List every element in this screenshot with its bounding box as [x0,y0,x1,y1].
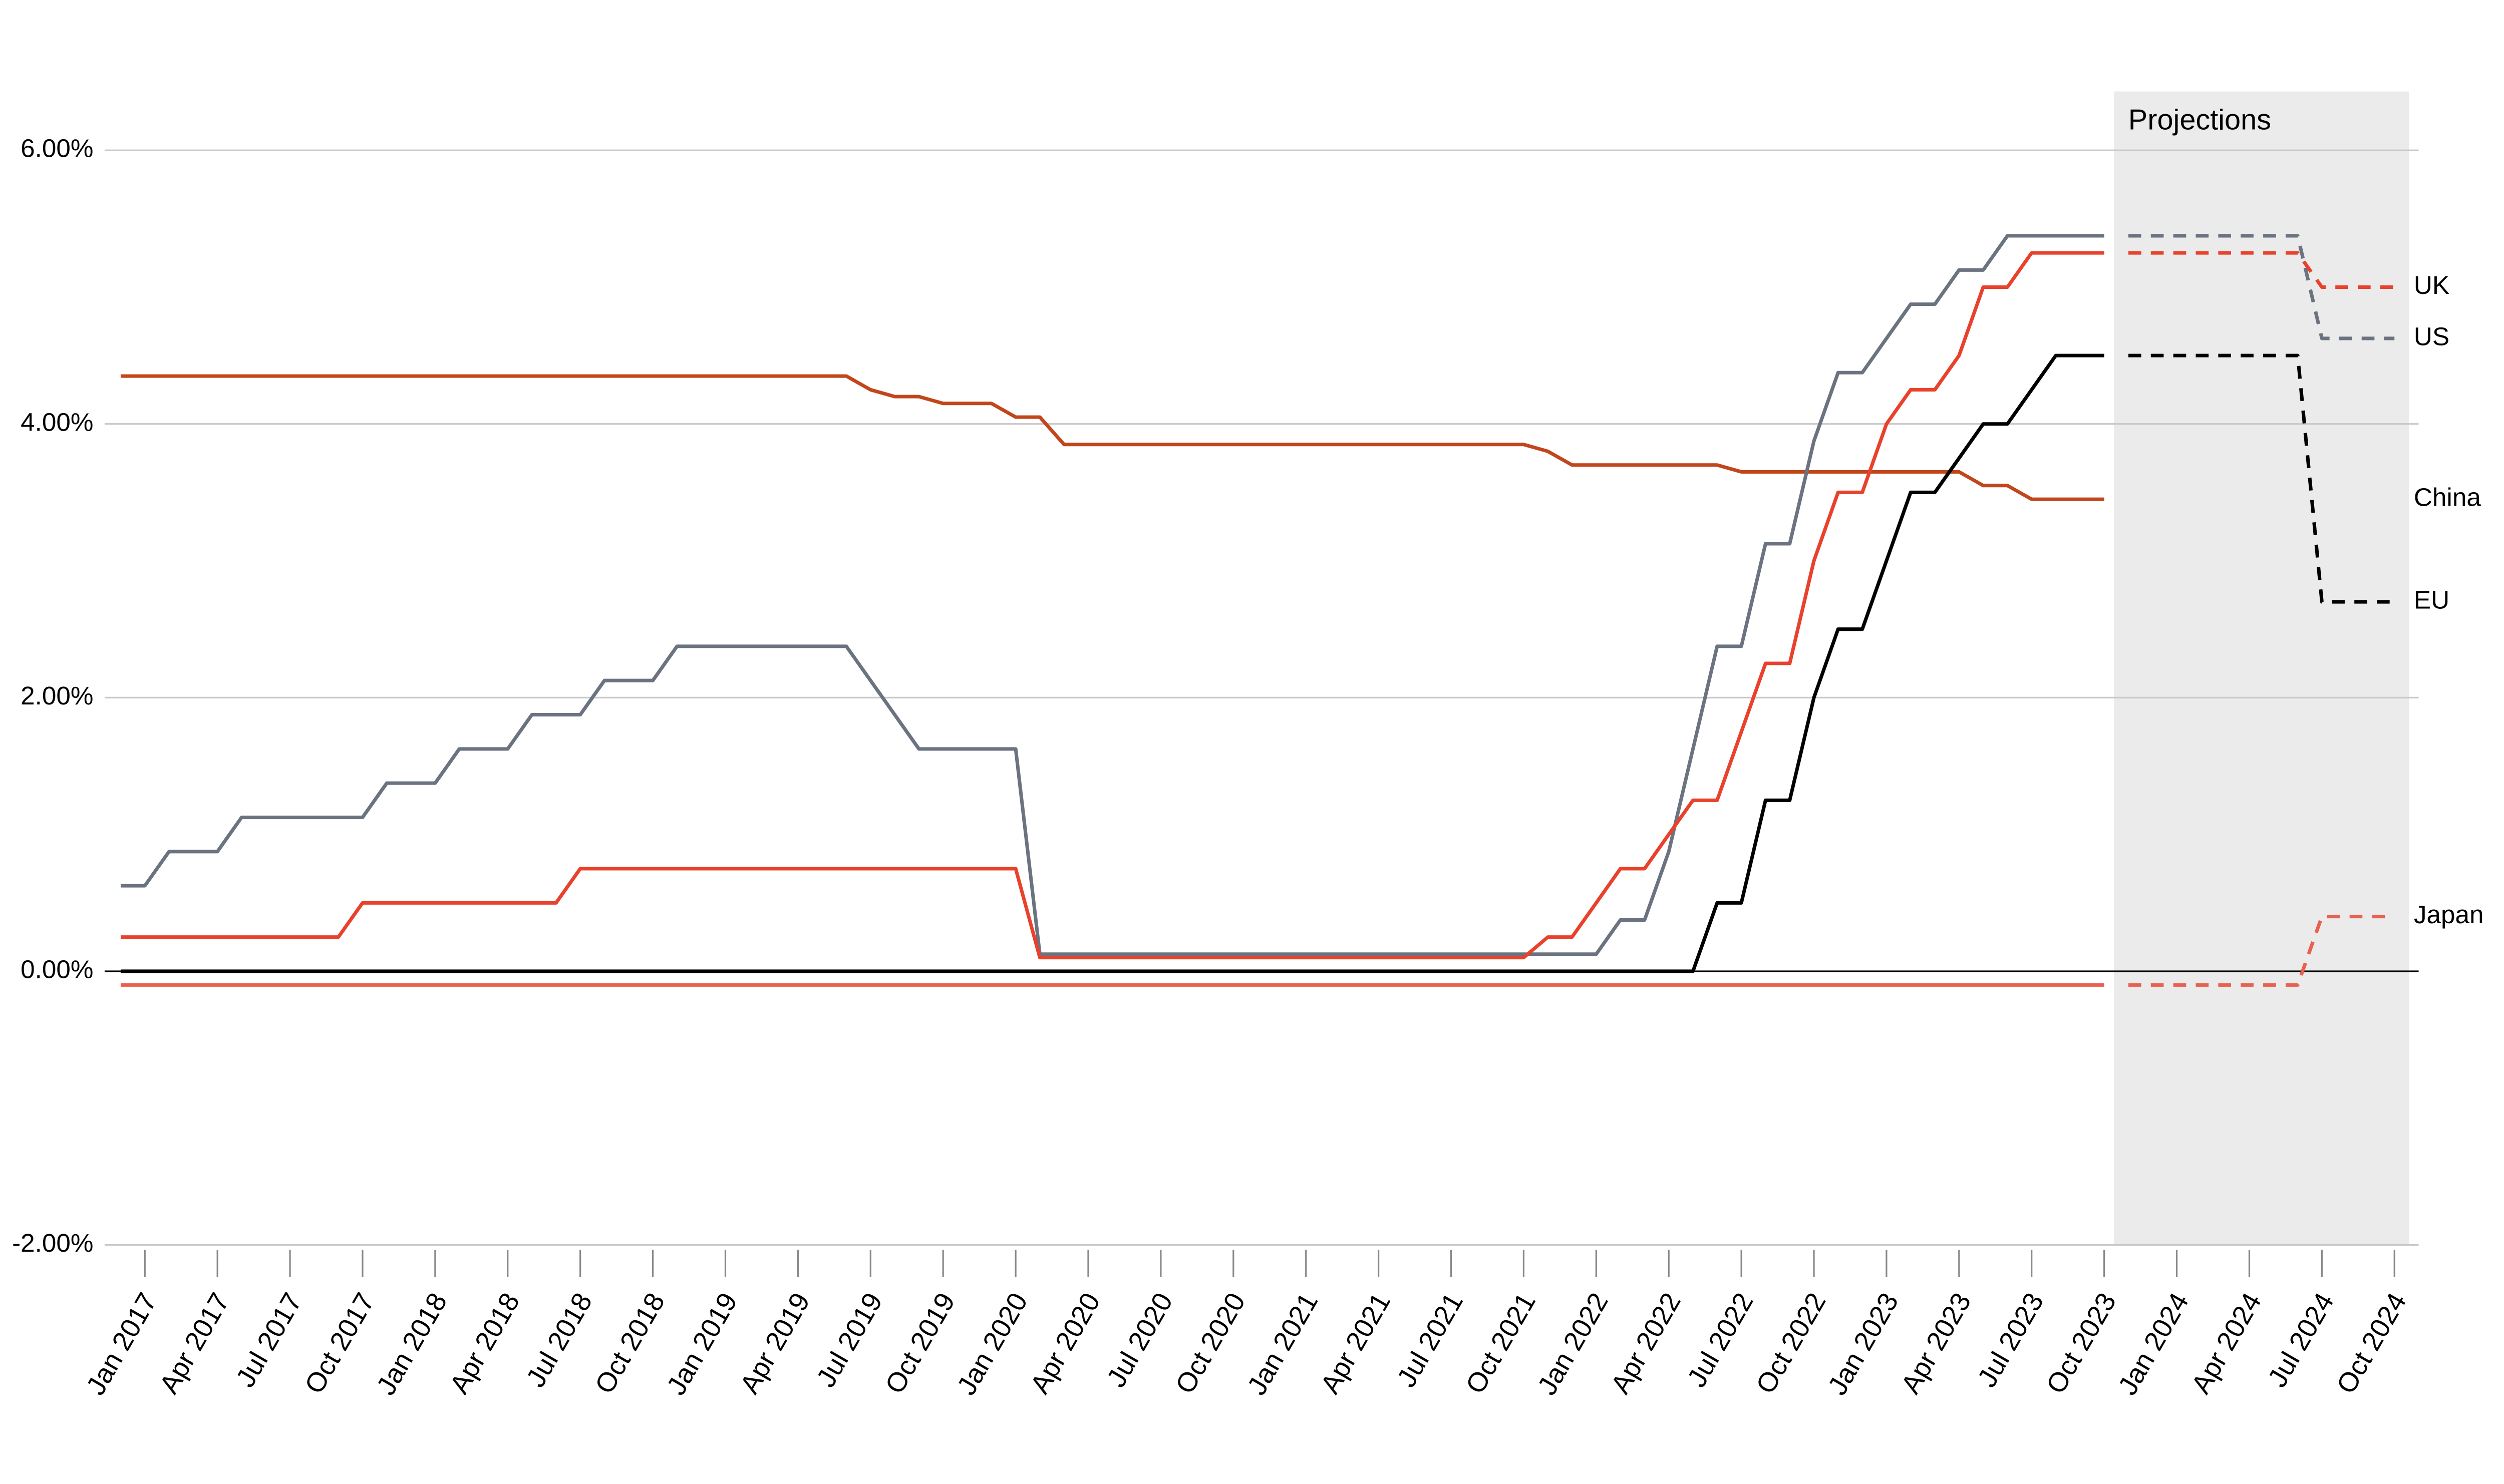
x-tick-label: Jul 2023 [1972,1288,2050,1392]
series-label: Japan [2414,900,2484,929]
series-label: UK [2414,271,2449,299]
x-tick-label: Jul 2024 [2262,1288,2340,1392]
y-tick-label: 6.00% [21,134,93,163]
projection-line [2128,915,2395,987]
x-tick-label: Oct 2020 [1169,1288,1251,1399]
x-tick-label: Jan 2017 [80,1288,163,1400]
x-tick-label: Oct 2023 [2040,1288,2122,1399]
x-tick-label: Jan 2022 [1531,1288,1614,1400]
series-label: EU [2414,586,2449,614]
x-tick-label: Jan 2021 [1241,1288,1324,1400]
x-tick-label: Jul 2019 [810,1288,888,1392]
x-tick-label: Jul 2021 [1391,1288,1469,1392]
x-tick-label: Jul 2017 [230,1288,308,1392]
x-tick-label: Jan 2023 [1822,1288,1905,1400]
y-tick-label: 4.00% [21,408,93,436]
x-tick-label: Jan 2020 [951,1288,1034,1400]
x-tick-label: Apr 2024 [2185,1288,2267,1399]
projection-shade [2113,91,2409,1245]
x-tick-label: Jan 2019 [661,1288,743,1400]
x-tick-label: Apr 2017 [153,1288,235,1399]
x-tick-label: Apr 2023 [1895,1288,1977,1399]
series-line [120,234,2104,956]
x-tick-label: Apr 2019 [734,1288,816,1399]
x-tick-label: Oct 2017 [298,1288,380,1399]
y-tick-label: -2.00% [12,1229,93,1257]
x-tick-label: Jul 2018 [520,1288,598,1392]
y-tick-label: 0.00% [21,955,93,984]
series-label: China [2414,483,2481,512]
x-tick-label: Jan 2024 [2112,1288,2195,1400]
x-tick-label: Oct 2024 [2331,1288,2412,1399]
x-tick-label: Jul 2022 [1681,1288,1759,1392]
annotation: Projections [2128,104,2271,136]
x-tick-label: Apr 2022 [1605,1288,1687,1399]
x-tick-label: Oct 2019 [879,1288,961,1399]
x-tick-label: Apr 2018 [444,1288,525,1399]
x-tick-label: Oct 2022 [1750,1288,1831,1399]
x-tick-label: Apr 2020 [1024,1288,1106,1399]
series-line [120,251,2104,960]
series-label: US [2414,322,2449,350]
series-line [120,374,2104,501]
x-tick-label: Oct 2021 [1460,1288,1541,1399]
x-tick-label: Jan 2018 [371,1288,453,1400]
x-tick-label: Apr 2021 [1315,1288,1396,1399]
projection-line [2128,353,2395,604]
projection-line [2128,251,2395,289]
y-tick-label: 2.00% [21,681,93,710]
x-tick-label: Oct 2018 [589,1288,671,1399]
x-tick-label: Jul 2020 [1101,1288,1179,1392]
series-line [120,353,2104,973]
